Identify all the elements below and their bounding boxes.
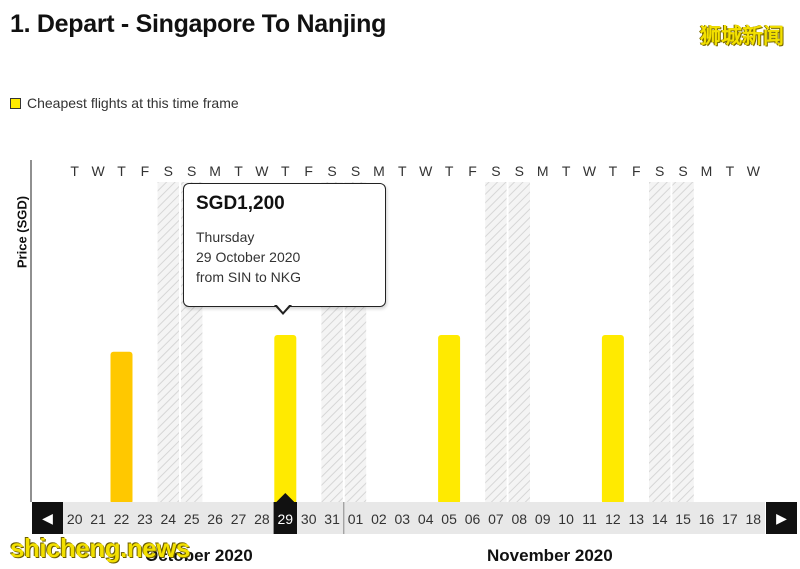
date-label-21[interactable]: 21 xyxy=(90,511,106,527)
legend-label: Cheapest flights at this time frame xyxy=(27,95,239,111)
weekday-label: T xyxy=(70,163,79,179)
weekday-label: T xyxy=(445,163,454,179)
month-label-november: November 2020 xyxy=(487,546,613,565)
weekday-label: S xyxy=(655,163,664,179)
weekday-label: S xyxy=(491,163,500,179)
date-label-13[interactable]: 13 xyxy=(629,511,645,527)
weekday-label: W xyxy=(747,163,761,179)
date-label-11[interactable]: 11 xyxy=(582,511,597,527)
date-label-25[interactable]: 25 xyxy=(184,511,200,527)
weekend-band-07 xyxy=(485,182,507,502)
weekday-label: T xyxy=(562,163,571,179)
weekday-label: M xyxy=(373,163,385,179)
weekday-label: F xyxy=(468,163,477,179)
date-label-29[interactable]: 29 xyxy=(278,511,294,527)
date-label-28[interactable]: 28 xyxy=(254,511,270,527)
weekday-label: F xyxy=(632,163,641,179)
weekday-label: S xyxy=(327,163,336,179)
date-label-18[interactable]: 18 xyxy=(746,511,762,527)
date-label-03[interactable]: 03 xyxy=(395,511,411,527)
next-dates-button[interactable]: ▶ xyxy=(766,502,797,534)
date-label-20[interactable]: 20 xyxy=(67,511,83,527)
tooltip-route: from SIN to NKG xyxy=(196,269,302,285)
weekday-label: S xyxy=(515,163,524,179)
weekday-label: W xyxy=(91,163,105,179)
tooltip-price: SGD1,200 xyxy=(196,193,285,214)
price-tooltip: SGD1,200 Thursday 29 October 2020 from S… xyxy=(183,183,386,307)
date-label-05[interactable]: 05 xyxy=(441,511,457,527)
date-label-31[interactable]: 31 xyxy=(324,511,340,527)
date-label-22[interactable]: 22 xyxy=(114,511,130,527)
weekday-label: M xyxy=(209,163,221,179)
weekday-label: T xyxy=(234,163,243,179)
weekday-label: T xyxy=(281,163,290,179)
date-label-24[interactable]: 24 xyxy=(161,511,177,527)
price-bar-22[interactable] xyxy=(110,351,133,504)
weekday-label: T xyxy=(609,163,618,179)
price-bar-12[interactable] xyxy=(601,335,624,504)
date-label-27[interactable]: 27 xyxy=(231,511,247,527)
weekday-label: W xyxy=(255,163,269,179)
weekday-label: F xyxy=(141,163,150,179)
tooltip-date: 29 October 2020 xyxy=(196,249,301,265)
date-label-01[interactable]: 01 xyxy=(348,511,364,527)
watermark-bottom: shicheng.news xyxy=(10,533,190,563)
weekday-label: S xyxy=(187,163,196,179)
date-label-06[interactable]: 06 xyxy=(465,511,481,527)
date-label-16[interactable]: 16 xyxy=(699,511,715,527)
weekday-label: S xyxy=(351,163,360,179)
weekday-label: W xyxy=(583,163,597,179)
selected-date-highlight xyxy=(273,502,297,534)
date-label-12[interactable]: 12 xyxy=(605,511,621,527)
date-label-10[interactable]: 10 xyxy=(558,511,574,527)
weekday-label: M xyxy=(537,163,549,179)
weekend-band-08 xyxy=(508,182,530,502)
date-strip xyxy=(63,502,765,534)
weekday-label: F xyxy=(304,163,313,179)
weekday-label: T xyxy=(398,163,407,179)
watermark-top: 狮城新闻 xyxy=(700,25,784,48)
price-bar-05[interactable] xyxy=(438,335,461,504)
month-label-october: October 2020 xyxy=(145,546,253,565)
weekday-label: S xyxy=(164,163,173,179)
weekend-band-24 xyxy=(157,182,179,502)
date-label-14[interactable]: 14 xyxy=(652,511,668,527)
date-label-23[interactable]: 23 xyxy=(137,511,153,527)
date-label-26[interactable]: 26 xyxy=(207,511,223,527)
date-label-02[interactable]: 02 xyxy=(371,511,387,527)
selected-date-pointer xyxy=(276,493,295,502)
date-label-30[interactable]: 30 xyxy=(301,511,317,527)
weekday-label: W xyxy=(419,163,433,179)
price-bar-29[interactable] xyxy=(274,335,297,504)
date-label-08[interactable]: 08 xyxy=(512,511,528,527)
weekday-label: S xyxy=(678,163,687,179)
tooltip-tail-inner xyxy=(276,304,290,312)
date-label-09[interactable]: 09 xyxy=(535,511,551,527)
date-label-07[interactable]: 07 xyxy=(488,511,504,527)
chevron-left-icon: ◀ xyxy=(42,509,53,526)
tooltip-day: Thursday xyxy=(196,229,255,245)
date-label-04[interactable]: 04 xyxy=(418,511,434,527)
legend-swatch xyxy=(10,97,21,109)
weekday-label: M xyxy=(701,163,713,179)
prev-dates-button[interactable]: ◀ xyxy=(32,502,63,534)
date-label-17[interactable]: 17 xyxy=(722,511,738,527)
weekend-band-14 xyxy=(649,182,671,502)
chevron-right-icon: ▶ xyxy=(776,509,787,526)
weekday-label: T xyxy=(726,163,735,179)
weekend-band-15 xyxy=(672,182,694,502)
page-title: 1. Depart - Singapore To Nanjing xyxy=(10,10,387,38)
date-label-15[interactable]: 15 xyxy=(675,511,691,527)
weekday-label: T xyxy=(117,163,126,179)
legend: Cheapest flights at this time frame xyxy=(10,95,239,111)
